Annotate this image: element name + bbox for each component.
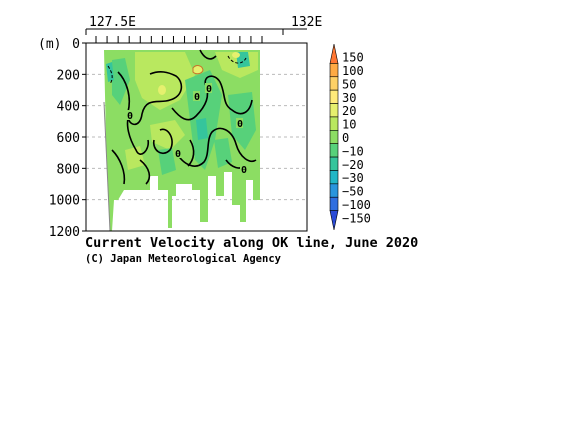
x-tick-label-west: 127.5E <box>89 15 136 30</box>
colorbar-segment <box>329 210 339 231</box>
contour-label: 0 <box>206 84 212 95</box>
contour-label: 0 <box>175 149 181 160</box>
colorbar-label: 30 <box>342 91 356 105</box>
positive-contour <box>192 65 204 75</box>
y-tick-label: 800 <box>57 162 80 177</box>
colorbar-segment <box>329 130 339 144</box>
field-positive-spot <box>193 66 203 74</box>
x-tick-label-east: 132E <box>291 15 322 30</box>
station-ticks <box>95 36 263 43</box>
colorbar-label: −50 <box>342 185 364 199</box>
colorbar-segment <box>329 63 339 78</box>
field-weak-positive <box>135 52 195 110</box>
y-tick-label: 200 <box>57 68 80 83</box>
colorbar-segment <box>329 156 339 171</box>
contour-label: 0 <box>127 111 133 122</box>
colorbar-segment <box>329 116 339 131</box>
colorbar-label: −10 <box>342 144 364 158</box>
colorbar-label: 0 <box>342 131 349 145</box>
plot-area: 0 0 0 0 0 0 <box>85 42 308 232</box>
contour-label: 0 <box>237 119 243 130</box>
colorbar-segment <box>329 89 339 104</box>
y-unit-label: (m) <box>38 37 61 52</box>
negative-contours <box>107 55 247 85</box>
colorbar-label: −150 <box>342 211 371 225</box>
colorbar-label: 10 <box>342 118 356 132</box>
colorbar-segment <box>329 43 339 64</box>
contour-labels: 0 0 0 0 0 0 <box>126 83 247 176</box>
colorbar-label: 150 <box>342 51 364 65</box>
y-tick-label: 600 <box>57 131 80 146</box>
y-tick-label: 0 <box>72 37 80 52</box>
colorbar-segment <box>329 170 339 185</box>
chart-credit: (C) Japan Meteorological Agency <box>85 253 282 265</box>
colorbar-label: −20 <box>342 158 364 172</box>
velocity-field <box>104 49 260 231</box>
colorbar-segment <box>329 196 339 211</box>
contour-label: 0 <box>194 92 200 103</box>
contour-label: 0 <box>241 165 247 176</box>
colorbar-segment <box>329 76 339 91</box>
colorbar-segment <box>329 143 339 158</box>
colorbar-label: 100 <box>342 64 364 78</box>
y-tick-label: 1000 <box>49 194 80 209</box>
colorbar-segment <box>329 183 339 198</box>
colorbar-label: −100 <box>342 198 371 212</box>
chart-title: Current Velocity along OK line, June 202… <box>85 235 418 251</box>
zero-contours <box>111 49 257 185</box>
y-tick-label: 400 <box>57 100 80 115</box>
bottom-slope-line <box>103 101 111 232</box>
colorbar-label: 20 <box>342 104 356 118</box>
colorbar-label: 50 <box>342 77 356 91</box>
y-tick-label: 1200 <box>49 225 80 240</box>
colorbar-label: −30 <box>342 171 364 185</box>
colorbar-segment <box>329 103 339 118</box>
y-axis-ticks: 0 200 400 600 800 1000 1200 <box>49 37 86 240</box>
